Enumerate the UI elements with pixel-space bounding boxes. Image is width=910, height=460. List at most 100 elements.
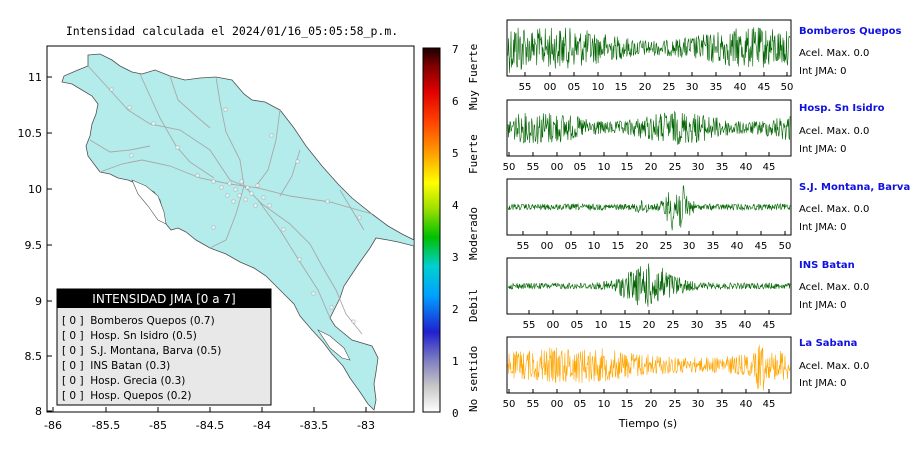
station-name: S.J. Montana, Barva [799,182,910,193]
station-name: La Sabana [799,338,857,349]
trace-tick-label: 50 [503,162,516,173]
map-x-tick-labels: -86 -85.5 -85 -84.5 -84 -83.5 -83 [44,419,375,432]
trace-time-ticks: 55 00 05 10 15 20 25 30 35 40 45 50 [519,72,793,93]
nicoya-gulf-water [131,179,167,225]
colorbar-tick: 0 [452,407,459,420]
trace-tick-label: 30 [691,320,704,331]
trace-tick-label: 25 [667,320,680,331]
map-y-tick: 9.5 [25,239,43,252]
map-x-tick: -86 [44,419,62,432]
costa-rica-landmass [61,53,414,411]
map-x-tick: -83.5 [300,419,328,432]
map-y-tick: 10.5 [18,127,43,140]
trace-tick-label: 20 [636,241,649,252]
map-y-tick-labels: 11 10.5 10 9.5 9 8.5 8 [18,71,43,418]
map-title: Intensidad calculada el 2024/01/16_05:05… [66,24,398,38]
trace-panel-ins-batan: 55 00 05 10 15 20 25 30 35 40 45 INS Batan Acel. M… [506,257,869,331]
trace-tick-label: 45 [755,241,768,252]
map-y-tick: 11 [28,71,42,84]
colorbar-tick: 6 [452,95,459,108]
trace-tick-label: 50 [779,241,792,252]
trace-tick-label: 00 [547,320,560,331]
station-name: Bomberos Quepos [799,26,902,37]
trace-tick-label: 35 [716,399,729,410]
intensity-colorbar: 7 6 5 4 3 2 1 0 No sentido Debil Moderad… [422,43,480,420]
trace-time-ticks: 50 55 00 05 10 15 20 25 30 35 40 45 [503,389,776,410]
trace-tick-label: 55 [517,241,530,252]
colorbar-label: No sentido [467,346,480,412]
trace-tick-label: 45 [763,162,776,173]
trace-tick-label: 35 [715,320,728,331]
trace-tick-label: 25 [660,241,673,252]
trace-tick-label: 30 [683,241,696,252]
legend-item: [ 0 ] Hosp. Sn Isidro (0.5) [62,330,197,342]
trace-tick-label: 05 [565,241,578,252]
colorbar-tick: 4 [452,199,459,212]
trace-tick-label: 50 [503,399,516,410]
int-jma: Int JMA: 0 [799,300,847,311]
trace-tick-label: 15 [621,162,634,173]
trace-time-ticks: 55 00 05 10 15 20 25 30 35 40 45 [523,310,775,331]
trace-tick-label: 15 [619,320,632,331]
trace-panels: 55 00 05 10 15 20 25 30 35 40 45 50 Bomberos Quepos… [503,19,910,430]
trace-tick-label: 35 [716,162,729,173]
legend-item: [ 0 ] Hosp. Quepos (0.2) [62,390,192,402]
trace-tick-label: 25 [663,82,676,93]
trace-tick-label: 55 [527,162,540,173]
colorbar-tick: 2 [452,303,459,316]
map-y-tick: 9 [35,295,42,308]
trace-tick-label: 20 [645,399,658,410]
trace-tick-label: 15 [612,241,625,252]
acel-max: Acel. Max. 0.0 [799,361,869,372]
station-name: INS Batan [799,260,855,271]
trace-tick-label: 30 [686,82,699,93]
trace-tick-label: 05 [571,320,584,331]
map-y-tick: 10 [28,183,42,196]
trace-tick-label: 40 [739,320,752,331]
trace-panel-bomberos-quepos: 55 00 05 10 15 20 25 30 35 40 45 50 Bomberos Quepos… [506,19,902,93]
legend-item: [ 0 ] S.J. Montana, Barva (0.5) [62,345,221,357]
intensity-legend: INTENSIDAD JMA [0 a 7] [ 0 ] Bomberos Qu… [56,288,272,406]
map-x-tick: -84 [253,419,271,432]
acel-max: Acel. Max. 0.0 [799,48,869,59]
trace-tick-label: 10 [595,320,608,331]
colorbar-label: Fuerte [467,134,480,174]
station-name: Hosp. Sn Isidro [799,103,885,114]
trace-tick-label: 55 [523,320,536,331]
acel-max: Acel. Max. 0.0 [799,204,869,215]
int-jma: Int JMA: 0 [799,144,847,155]
trace-tick-label: 40 [740,162,753,173]
trace-tick-label: 15 [621,399,634,410]
trace-tick-label: 10 [592,82,605,93]
map-axis-ticks [47,76,367,412]
trace-tick-label: 15 [615,82,628,93]
waveform-trace [507,110,791,145]
legend-header [57,289,271,308]
trace-tick-label: 05 [568,82,581,93]
trace-tick-label: 20 [639,82,652,93]
map-x-tick: -83 [357,419,375,432]
int-jma: Int JMA: 0 [799,66,847,77]
trace-tick-label: 55 [527,399,540,410]
legend-title: INTENSIDAD JMA [0 a 7] [92,292,235,306]
waveform-trace [507,263,791,307]
waveform-trace [507,185,791,231]
trace-tick-label: 40 [731,241,744,252]
trace-tick-label: 10 [588,241,601,252]
trace-tick-label: 05 [574,399,587,410]
trace-tick-label: 40 [740,399,753,410]
legend-box [56,288,272,406]
trace-tick-label: 45 [763,399,776,410]
trace-tick-label: 00 [551,399,564,410]
colorbar-label: Muy Fuerte [467,44,480,110]
trace-panel-sj-montana-barva: 55 00 05 10 15 20 25 30 35 40 45 50 S.J. Montana, B… [506,178,910,252]
trace-tick-label: 25 [669,162,682,173]
trace-tick-label: 40 [734,82,747,93]
map-y-tick: 8 [35,405,42,418]
int-jma: Int JMA: 0 [799,222,847,233]
road-network [87,65,373,335]
trace-tick-label: 30 [692,162,705,173]
trace-panel-la-sabana: 50 55 00 05 10 15 20 25 30 35 40 45 La Sabana Acel.… [503,336,869,410]
acel-max: Acel. Max. 0.0 [799,126,869,137]
